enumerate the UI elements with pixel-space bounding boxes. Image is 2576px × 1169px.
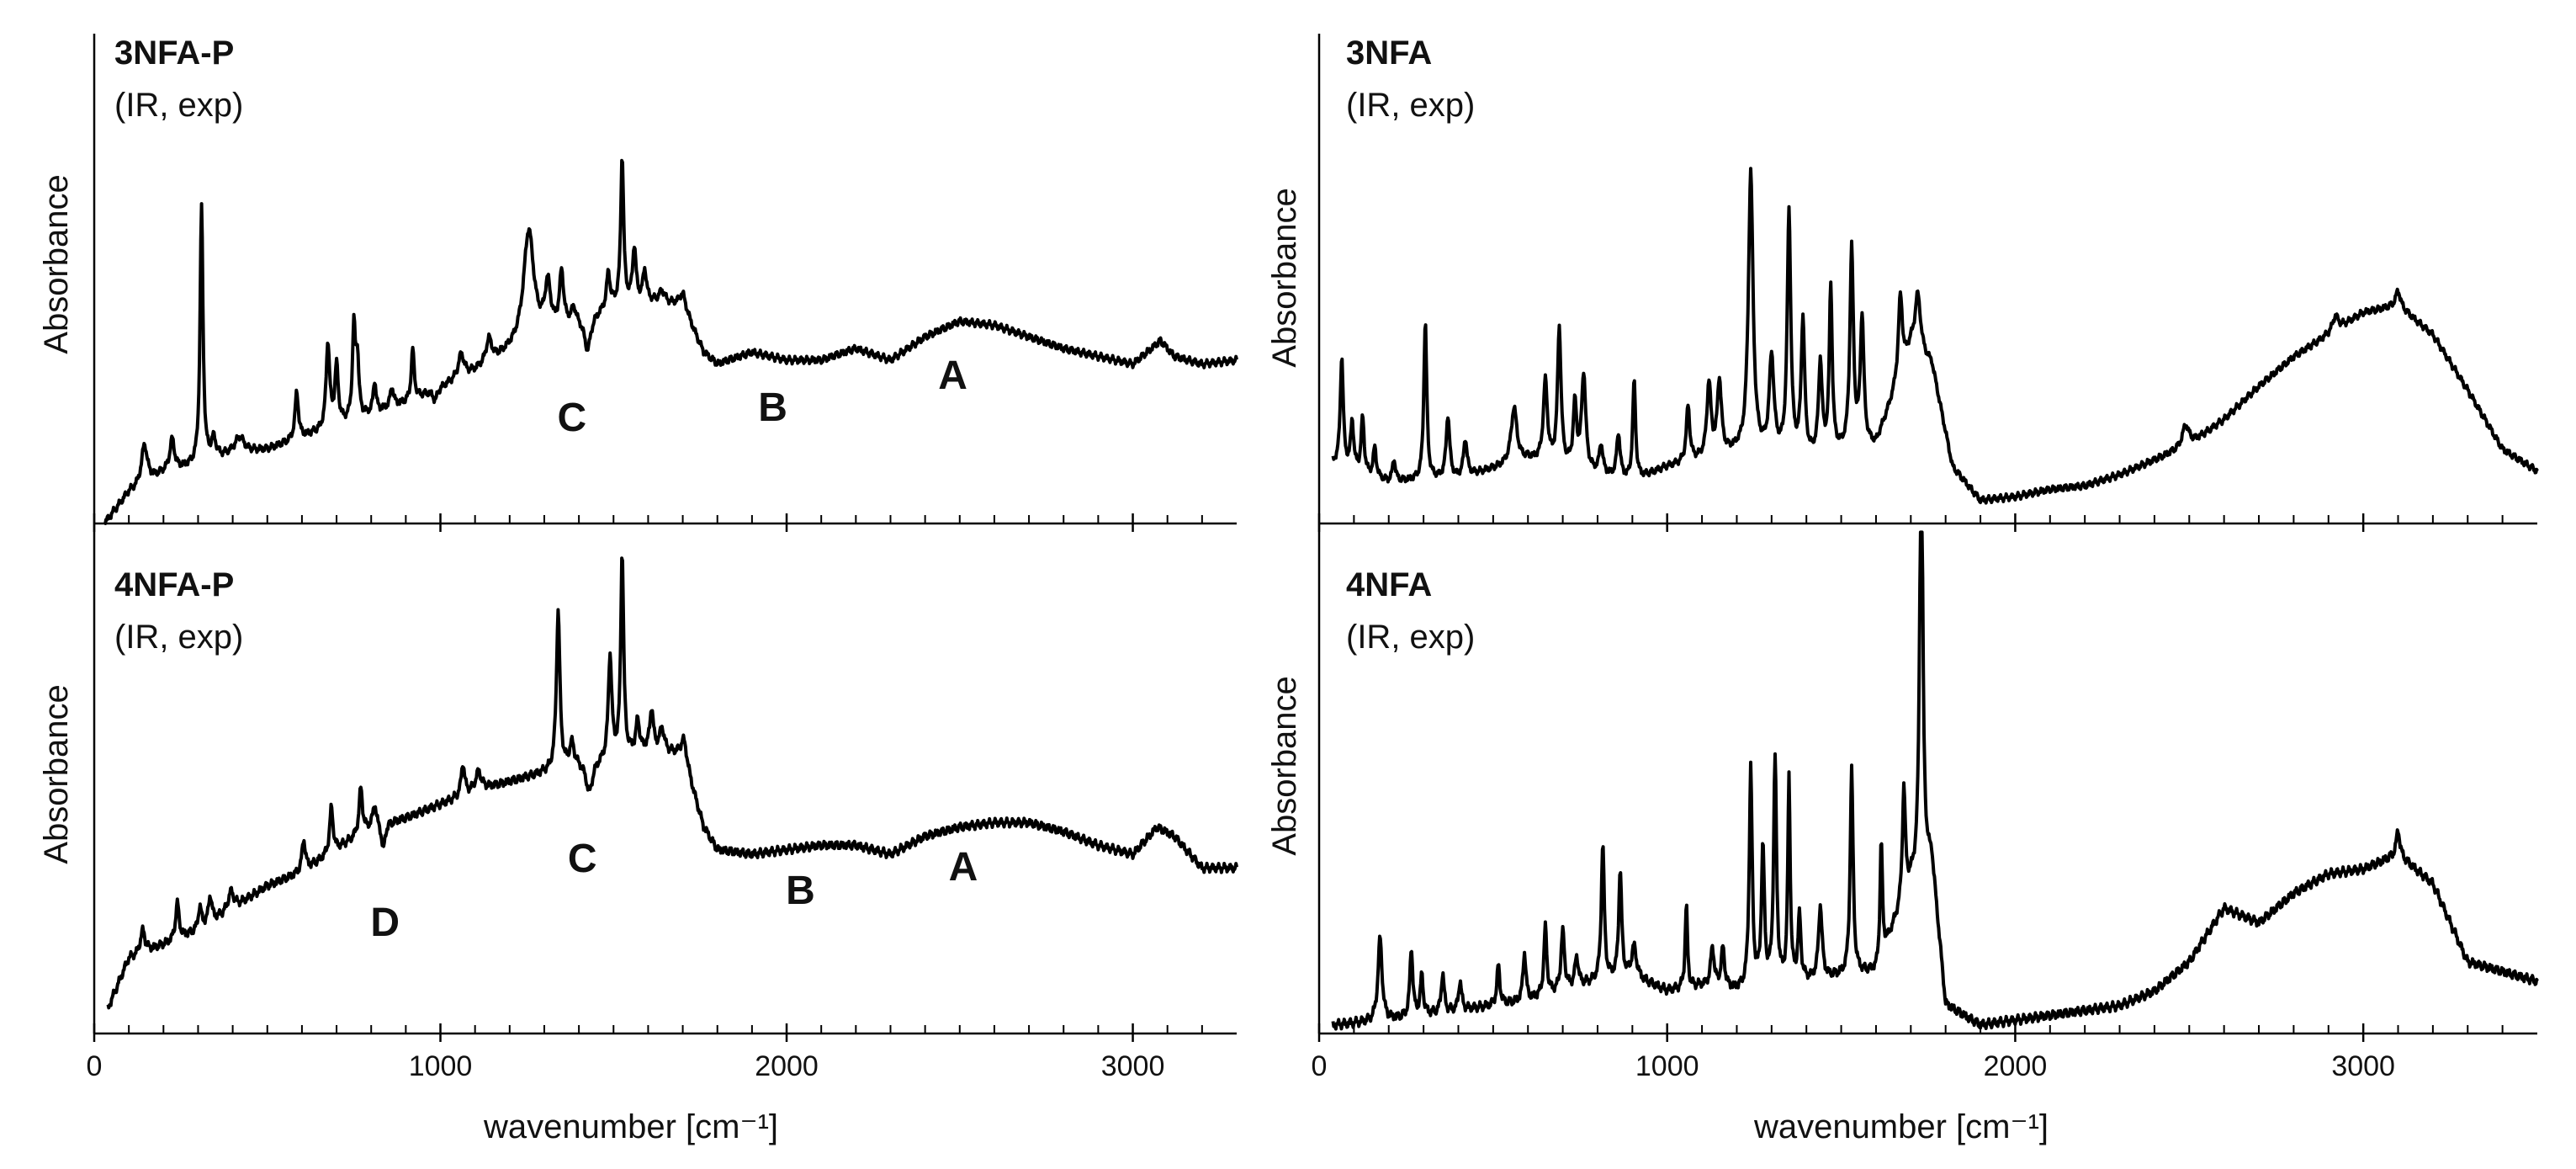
region-label-a: A bbox=[949, 845, 978, 890]
x-axis-label: wavenumber [cm⁻¹] bbox=[483, 1108, 778, 1145]
panel-3nfa: 3NFA (IR, exp) Absorbance bbox=[1266, 34, 2539, 532]
spectrum-line bbox=[106, 556, 1238, 1010]
y-axis-label: Absorbance bbox=[38, 174, 75, 353]
panel-subtitle: (IR, exp) bbox=[1346, 619, 1475, 656]
panel-subtitle: (IR, exp) bbox=[114, 619, 243, 656]
panel-title: 3NFA-P bbox=[114, 35, 234, 72]
x-tick-label: 0 bbox=[87, 1050, 103, 1082]
region-annotations: D C B A bbox=[370, 837, 978, 945]
panel-subtitle: (IR, exp) bbox=[1346, 87, 1475, 124]
panel-title: 4NFA bbox=[1346, 566, 1432, 603]
panel-4nfa: 4NFA (IR, exp) Absorbance wavenumber [cm… bbox=[1266, 523, 2539, 1145]
region-label-b: B bbox=[786, 869, 815, 913]
x-tick-label: 0 bbox=[1312, 1050, 1328, 1082]
y-axis-label: Absorbance bbox=[1266, 188, 1303, 367]
y-axis-label: Absorbance bbox=[38, 684, 75, 863]
x-axis-label: wavenumber [cm⁻¹] bbox=[1753, 1108, 2049, 1145]
panel-title: 3NFA bbox=[1346, 35, 1432, 72]
x-tick-label: 3000 bbox=[1101, 1050, 1165, 1082]
region-label-b: B bbox=[758, 385, 787, 430]
spectrum-line bbox=[103, 158, 1238, 525]
x-tick-label: 1000 bbox=[1635, 1050, 1699, 1082]
x-tick-label: 3000 bbox=[2331, 1050, 2395, 1082]
x-tick-label: 2000 bbox=[1984, 1050, 2048, 1082]
region-label-a: A bbox=[938, 353, 967, 398]
panel-3nfa-p: 3NFA-P (IR, exp) Absorbance C B A bbox=[38, 34, 1238, 532]
y-axis-label: Absorbance bbox=[1266, 676, 1303, 855]
spectrum-line bbox=[1331, 530, 2539, 1031]
x-tick-label: 1000 bbox=[409, 1050, 473, 1082]
region-label-d: D bbox=[370, 901, 400, 945]
region-label-c: C bbox=[558, 396, 587, 440]
region-label-c: C bbox=[568, 837, 597, 881]
panel-subtitle: (IR, exp) bbox=[114, 87, 243, 124]
x-tick-label: 2000 bbox=[755, 1050, 819, 1082]
panel-4nfa-p: 4NFA-P (IR, exp) Absorbance wavenumber [… bbox=[38, 523, 1238, 1145]
spectrum-line bbox=[1331, 167, 2539, 505]
region-annotations: C BA bbox=[558, 353, 967, 440]
panel-title: 4NFA-P bbox=[114, 566, 234, 603]
